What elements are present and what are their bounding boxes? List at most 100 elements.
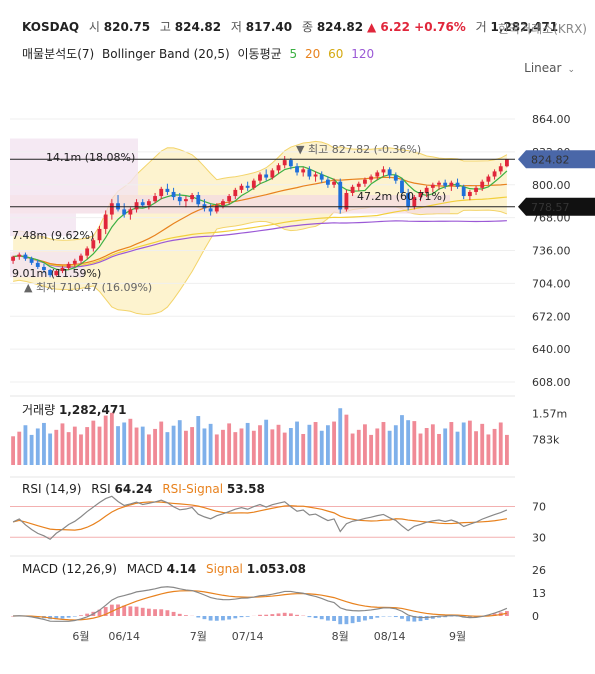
volume-bar: [208, 423, 213, 465]
macd-histogram-bar: [418, 616, 423, 622]
macd-histogram-bar: [313, 616, 318, 619]
volume-bar: [202, 428, 207, 465]
price-y-tick-label: 640.00: [532, 343, 571, 356]
macd-histogram-bar: [307, 616, 312, 618]
macd-histogram-bar: [134, 606, 139, 616]
volume-bar: [140, 426, 145, 465]
low-value: 817.40: [245, 20, 293, 34]
macd-signal-value: 1.053.08: [246, 562, 306, 576]
candle-body: [79, 255, 83, 261]
last-price-tag-label: 824.82: [531, 153, 570, 166]
candle-body: [387, 169, 392, 176]
volume-profile-label-mid: 47.2m (60.71%): [357, 190, 446, 203]
volume-bar: [153, 428, 157, 465]
open-value: 820.75: [103, 20, 151, 34]
candle-body: [35, 262, 40, 267]
candle-body: [406, 192, 411, 207]
volume-bar: [486, 434, 491, 465]
volume-bar: [134, 427, 139, 465]
close-label: 종: [301, 20, 313, 34]
macd-histogram-bar: [97, 609, 102, 616]
volume-bar: [258, 425, 262, 465]
candle-body: [276, 165, 281, 171]
rsi-level-label: 70: [532, 501, 546, 514]
volume-bar: [17, 431, 22, 465]
volume-bar: [196, 416, 201, 465]
macd-histogram-bar: [11, 616, 15, 617]
x-axis-label: 8월: [332, 630, 349, 643]
macd-histogram-bar: [449, 616, 454, 617]
volume-bar: [344, 414, 349, 465]
scale-dropdown[interactable]: Linear ⌄: [524, 61, 575, 75]
volume-bar: [227, 423, 232, 465]
volume-bar: [109, 412, 114, 465]
macd-signal-label: Signal: [206, 562, 243, 576]
close-value: 824.82: [316, 20, 364, 34]
candle-body: [233, 189, 238, 197]
candle-body: [109, 203, 114, 215]
volume-bar: [85, 427, 90, 465]
volume-panel-label: 거래량: [22, 403, 56, 417]
volume-bar: [214, 434, 219, 465]
candle-body: [443, 182, 448, 186]
macd-histogram-bar: [79, 615, 83, 616]
macd-histogram-bar: [72, 616, 77, 617]
volume-bar: [221, 429, 225, 465]
candle-body: [307, 169, 312, 177]
macd-signal-line: [13, 590, 508, 621]
reference-price-tag: [518, 197, 595, 216]
candle-body: [227, 196, 232, 202]
volume-bar: [177, 420, 182, 465]
ma120-line: [13, 220, 507, 268]
volume-bar: [412, 421, 417, 465]
macd-histogram-bar: [214, 616, 219, 621]
macd-histogram-bar: [270, 614, 275, 616]
volume-bar: [23, 425, 28, 465]
candle-body: [159, 188, 164, 197]
macd-series-label: MACD: [126, 562, 163, 576]
candle-body: [11, 256, 15, 261]
reference-price-tag-label: 778.57: [531, 201, 570, 214]
price-y-tick-label: 608.00: [532, 376, 571, 389]
macd-y-tick-label: 0: [532, 610, 539, 623]
candle-body: [29, 258, 34, 263]
macd-histogram-bar: [264, 614, 269, 616]
bollinger-label[interactable]: Bollinger Band (20,5): [102, 47, 230, 61]
x-axis-label: 6월: [72, 630, 89, 643]
candle-body: [301, 169, 306, 173]
macd-y-tick-label: 13: [532, 587, 546, 600]
bollinger-upper-line: [13, 140, 508, 241]
volume-bar: [282, 432, 287, 465]
volume-bar: [356, 429, 361, 465]
macd-histogram-bar: [288, 613, 293, 616]
volume-bar: [369, 434, 374, 465]
volume-bar: [122, 422, 127, 465]
candle-body: [455, 182, 460, 187]
macd-histogram-bar: [184, 615, 188, 616]
ma120-label: 120: [351, 47, 375, 61]
macd-histogram-bar: [221, 616, 225, 621]
rsi-line: [12, 495, 508, 541]
candle-body: [449, 182, 454, 186]
volume-profile-label[interactable]: 매물분석도(7): [22, 47, 95, 61]
candle-body: [48, 270, 53, 276]
candle-body: [72, 260, 77, 264]
candle-body: [295, 166, 299, 173]
indicator-legend: 매물분석도(7) Bollinger Band (20,5) 이동평균 5 20…: [22, 45, 378, 62]
volume-bar: [11, 436, 15, 465]
candle-body: [91, 240, 96, 249]
volume-bar: [233, 432, 238, 465]
volume-bar: [492, 428, 497, 465]
macd-histogram-bar: [400, 616, 404, 619]
exchange-name: 한국거래소(KRX): [498, 22, 587, 36]
volume-profile-label-low: 9.01m (11.59%): [12, 267, 101, 280]
ma20-label: 20: [304, 47, 321, 61]
macd-histogram-bar: [467, 616, 472, 618]
candle-body: [369, 176, 374, 180]
volume-bar: [29, 434, 34, 465]
period-high-annotation: ▼ 최고 827.82 (-0.36%): [296, 143, 421, 156]
ma-label[interactable]: 이동평균: [237, 47, 282, 61]
volume-bar: [128, 418, 133, 465]
macd-histogram-bar: [122, 605, 127, 616]
